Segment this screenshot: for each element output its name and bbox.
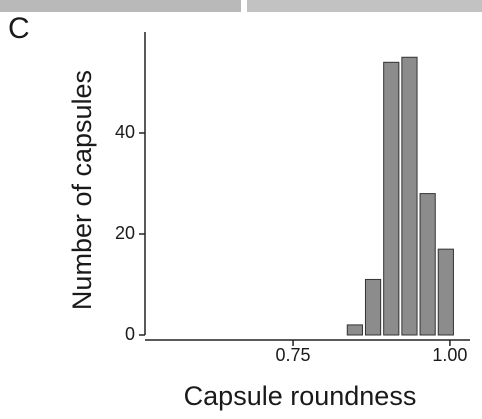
panel-label: C <box>8 12 30 45</box>
y-tick-label: 0 <box>125 324 135 344</box>
image-strip <box>0 0 241 12</box>
image-strip <box>247 0 482 12</box>
y-axis-title: Number of capsules <box>67 70 97 310</box>
x-axis-title: Capsule roundness <box>184 381 417 411</box>
bar <box>420 194 435 335</box>
x-tick-label: 0.75 <box>276 345 311 365</box>
bar <box>438 249 453 335</box>
y-tick-label: 20 <box>115 223 135 243</box>
bar <box>365 279 380 335</box>
bar <box>384 62 399 335</box>
y-tick-label: 40 <box>115 122 135 142</box>
bar <box>402 57 417 335</box>
page: {"panel_label": "C", "chart_data": {"typ… <box>0 0 482 419</box>
x-tick-label: 1.00 <box>432 345 467 365</box>
chart: C Capsule roundness Number of capsules 0… <box>0 0 482 419</box>
bar <box>347 325 362 335</box>
